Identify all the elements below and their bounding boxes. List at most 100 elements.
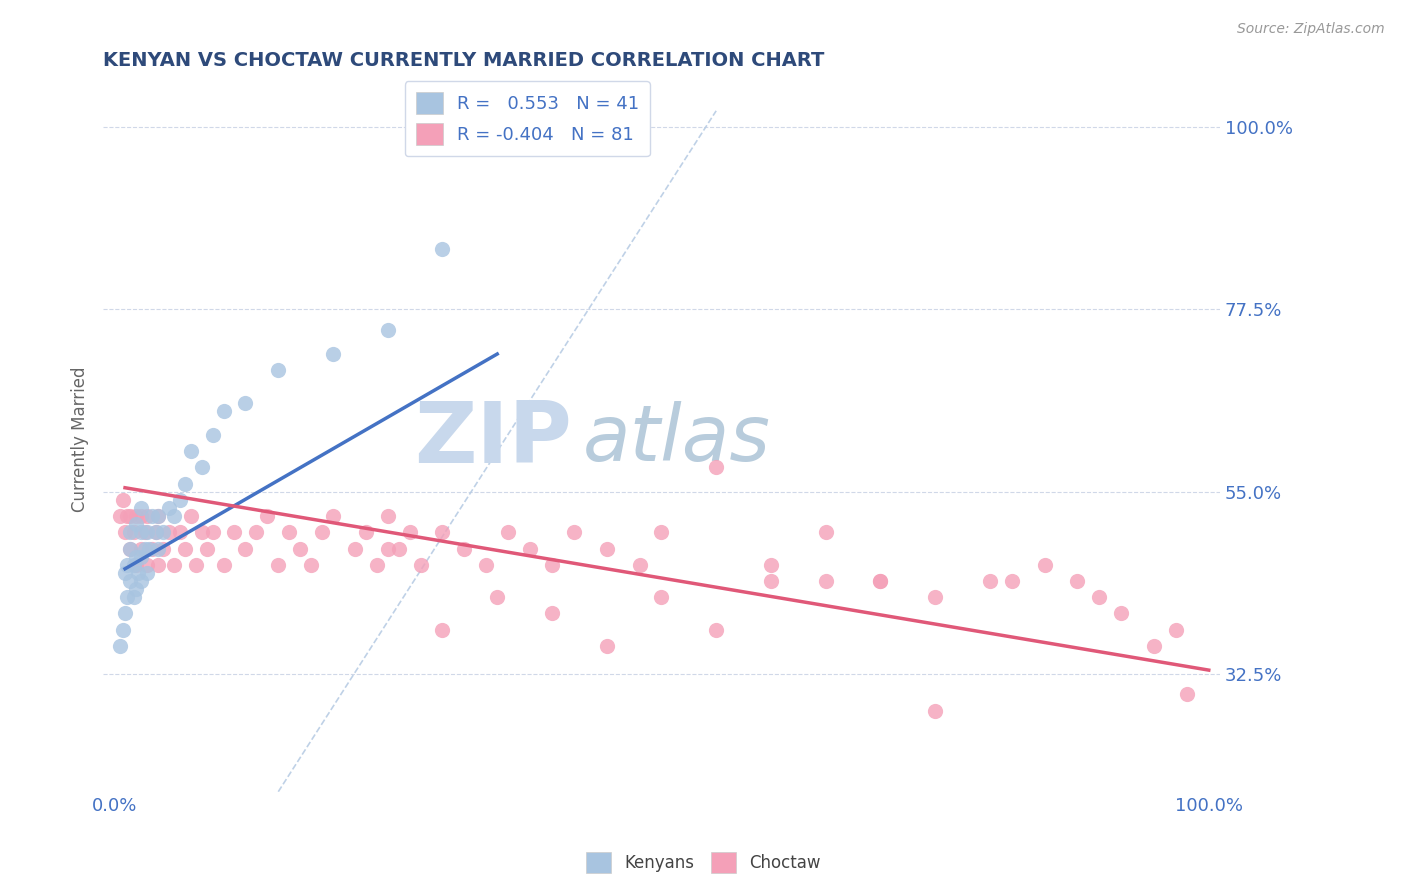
- Point: [1164, 623, 1187, 637]
- Point: [114, 525, 136, 540]
- Point: [114, 566, 136, 580]
- Point: [135, 566, 157, 580]
- Point: [135, 525, 157, 540]
- Text: ZIP: ZIP: [415, 398, 572, 481]
- Point: [146, 509, 169, 524]
- Point: [138, 541, 160, 556]
- Point: [125, 549, 148, 564]
- Point: [409, 558, 432, 572]
- Point: [127, 566, 149, 580]
- Point: [146, 509, 169, 524]
- Point: [288, 541, 311, 556]
- Point: [432, 623, 454, 637]
- Point: [115, 558, 138, 572]
- Point: [125, 509, 148, 524]
- Point: [388, 541, 411, 556]
- Point: [235, 395, 257, 409]
- Point: [322, 347, 344, 361]
- Point: [163, 509, 186, 524]
- Point: [1066, 574, 1088, 588]
- Point: [131, 574, 153, 588]
- Point: [343, 541, 366, 556]
- Point: [131, 501, 153, 516]
- Point: [120, 541, 142, 556]
- Point: [174, 476, 197, 491]
- Point: [157, 525, 180, 540]
- Point: [1143, 639, 1166, 653]
- Point: [115, 590, 138, 604]
- Point: [245, 525, 267, 540]
- Point: [704, 460, 727, 475]
- Point: [224, 525, 246, 540]
- Point: [163, 558, 186, 572]
- Legend: R =   0.553   N = 41, R = -0.404   N = 81: R = 0.553 N = 41, R = -0.404 N = 81: [405, 81, 650, 156]
- Point: [135, 558, 157, 572]
- Point: [1033, 558, 1056, 572]
- Point: [131, 549, 153, 564]
- Point: [108, 509, 131, 524]
- Point: [432, 242, 454, 256]
- Point: [180, 444, 202, 458]
- Point: [201, 428, 224, 442]
- Point: [814, 525, 837, 540]
- Point: [157, 501, 180, 516]
- Point: [432, 525, 454, 540]
- Point: [596, 639, 619, 653]
- Text: atlas: atlas: [583, 401, 770, 477]
- Point: [212, 558, 235, 572]
- Text: Source: ZipAtlas.com: Source: ZipAtlas.com: [1237, 22, 1385, 37]
- Point: [299, 558, 322, 572]
- Point: [195, 541, 218, 556]
- Point: [180, 509, 202, 524]
- Point: [190, 460, 212, 475]
- Point: [152, 525, 174, 540]
- Point: [377, 509, 399, 524]
- Point: [519, 541, 541, 556]
- Point: [924, 590, 946, 604]
- Point: [111, 492, 134, 507]
- Point: [131, 541, 153, 556]
- Point: [120, 574, 142, 588]
- Point: [190, 525, 212, 540]
- Point: [131, 525, 153, 540]
- Point: [267, 363, 290, 377]
- Point: [562, 525, 585, 540]
- Point: [759, 558, 782, 572]
- Point: [201, 525, 224, 540]
- Point: [366, 558, 388, 572]
- Point: [134, 541, 156, 556]
- Point: [146, 541, 169, 556]
- Point: [322, 509, 344, 524]
- Text: KENYAN VS CHOCTAW CURRENTLY MARRIED CORRELATION CHART: KENYAN VS CHOCTAW CURRENTLY MARRIED CORR…: [103, 51, 824, 70]
- Point: [814, 574, 837, 588]
- Point: [596, 541, 619, 556]
- Point: [704, 623, 727, 637]
- Point: [869, 574, 891, 588]
- Point: [759, 574, 782, 588]
- Point: [486, 590, 509, 604]
- Point: [125, 582, 148, 596]
- Point: [135, 509, 157, 524]
- Point: [131, 509, 153, 524]
- Point: [979, 574, 1001, 588]
- Point: [453, 541, 475, 556]
- Point: [650, 590, 672, 604]
- Point: [125, 517, 148, 532]
- Point: [141, 509, 163, 524]
- Point: [377, 541, 399, 556]
- Point: [496, 525, 519, 540]
- Point: [377, 323, 399, 337]
- Point: [1001, 574, 1024, 588]
- Point: [256, 509, 278, 524]
- Point: [267, 558, 290, 572]
- Point: [212, 403, 235, 417]
- Point: [145, 525, 167, 540]
- Point: [628, 558, 651, 572]
- Point: [1109, 607, 1132, 621]
- Point: [235, 541, 257, 556]
- Point: [311, 525, 333, 540]
- Point: [141, 541, 163, 556]
- Point: [122, 558, 145, 572]
- Point: [169, 492, 191, 507]
- Legend: Kenyans, Choctaw: Kenyans, Choctaw: [579, 846, 827, 880]
